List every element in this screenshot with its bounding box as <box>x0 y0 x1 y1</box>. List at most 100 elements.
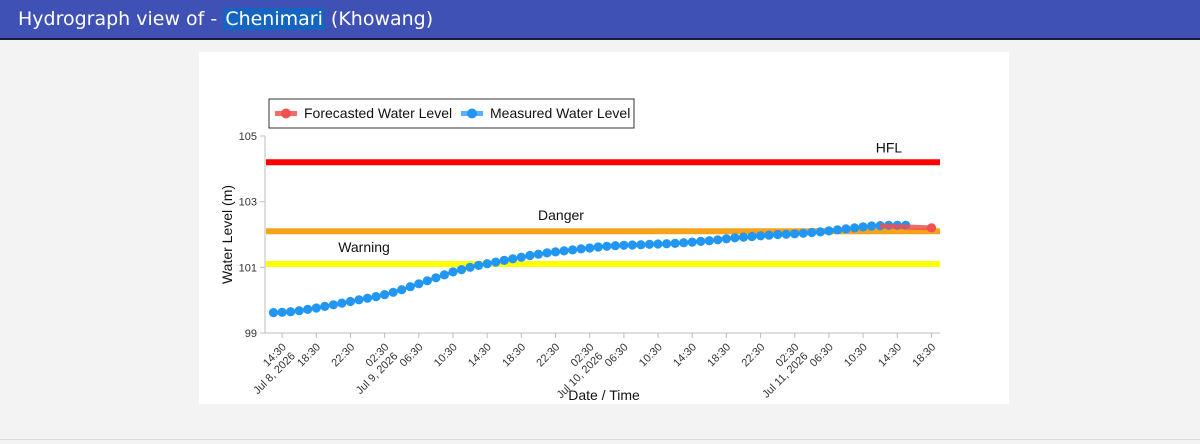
measured-point <box>516 252 526 262</box>
x-tick-label: 14:30 <box>671 341 699 369</box>
x-tick-label: 10:30 <box>432 341 460 369</box>
legend-measured-marker <box>467 108 477 119</box>
x-tick-label: 18:30 <box>295 341 323 369</box>
y-tick-label: 101 <box>239 262 257 274</box>
x-tick-label: 18:30 <box>705 341 733 369</box>
measured-point <box>542 248 552 258</box>
measured-point <box>380 290 390 300</box>
measured-point <box>576 244 586 254</box>
x-tick-label: 10:30 <box>637 341 665 369</box>
measured-point <box>482 259 492 269</box>
measured-point <box>704 236 714 246</box>
measured-point <box>422 276 432 286</box>
legend: Forecasted Water Level Measured Water Lev… <box>268 98 635 129</box>
measured-point <box>644 239 655 249</box>
measured-point <box>525 250 535 261</box>
measured-point <box>670 238 680 248</box>
measured-point <box>320 301 330 311</box>
measured-point <box>627 240 637 250</box>
x-tick-time: 22:30 <box>329 341 357 369</box>
measured-point <box>730 233 740 243</box>
measured-point <box>388 287 398 297</box>
x-tick-time: 18:30 <box>910 341 938 369</box>
measured-point <box>832 225 843 235</box>
measured-point <box>533 249 543 259</box>
measured-point <box>696 236 706 246</box>
measured-point <box>756 231 766 241</box>
x-tick-label: 22:30 <box>329 341 357 369</box>
x-tick-time: 14:30 <box>671 341 699 369</box>
measured-point <box>439 270 449 280</box>
measured-point <box>405 282 415 292</box>
page-header: Hydrograph view of - Chenimari (Khowang) <box>0 0 1200 40</box>
measured-point <box>858 222 868 232</box>
measured-point <box>491 257 501 267</box>
measured-point <box>781 229 791 239</box>
measured-point <box>841 224 851 234</box>
measured-point <box>593 242 603 252</box>
x-tick-label: 22:30 <box>739 341 767 369</box>
x-tick-time: 06:30 <box>603 341 631 369</box>
measured-point <box>619 240 629 250</box>
measured-point <box>773 229 783 240</box>
forecast-point <box>926 223 937 233</box>
forecast-series-line <box>880 223 932 231</box>
measured-point <box>867 221 877 231</box>
x-tick-time: 22:30 <box>534 341 562 369</box>
x-tick-label: 06:30 <box>398 341 426 369</box>
x-tick-label: 18:30 <box>910 341 938 369</box>
measured-point <box>815 227 826 237</box>
x-axis-label: Date / Time <box>568 387 640 403</box>
measured-point <box>636 240 646 250</box>
measured-point <box>747 231 757 242</box>
legend-forecast-marker <box>281 108 291 119</box>
measured-point <box>807 227 817 238</box>
measured-point <box>448 267 458 277</box>
x-tick-label: 06:30 <box>603 341 631 369</box>
measured-point <box>303 304 313 314</box>
chart-panel: 99 101 103 105 Water Level (m) 14:30Jul 8, 20… <box>199 52 1009 404</box>
measured-point <box>371 292 381 302</box>
page-title: Hydrograph view of - Chenimari (Khowang) <box>18 8 433 30</box>
x-tick-time: 18:30 <box>295 341 323 369</box>
measured-point <box>337 298 347 308</box>
hydrograph-chart: 99 101 103 105 Water Level (m) 14:30Jul 8, 20… <box>219 98 940 403</box>
x-tick-time: 10:30 <box>842 341 870 369</box>
measured-point <box>397 285 407 295</box>
measured-point <box>790 229 800 239</box>
x-tick-time: 10:30 <box>637 341 665 369</box>
x-tick-label: 14:30 <box>466 341 494 369</box>
x-tick-time: 18:30 <box>500 341 528 369</box>
x-tick-label: 14:30Jul 8, 2026 <box>242 341 297 396</box>
measured-point <box>738 232 749 242</box>
measured-point <box>474 260 484 270</box>
x-tick-time: 06:30 <box>808 341 836 369</box>
measured-point <box>850 223 860 233</box>
measured-point <box>414 279 424 289</box>
measured-point <box>764 230 774 240</box>
x-tick-label: 14:30 <box>876 341 904 369</box>
legend-box <box>268 98 635 129</box>
x-tick-label: 18:30 <box>500 341 528 369</box>
title-suffix: (Khowang) <box>324 8 434 30</box>
y-tick-label: 99 <box>245 328 257 340</box>
y-tick-label: 105 <box>239 131 257 143</box>
measured-point <box>286 307 296 317</box>
measured-point <box>431 273 441 283</box>
measured-point <box>465 262 475 272</box>
x-tick-time: 06:30 <box>398 341 426 369</box>
measured-point <box>354 295 364 305</box>
legend-forecast-label: Forecasted Water Level <box>304 105 452 121</box>
measured-point <box>328 300 338 310</box>
measured-point <box>721 234 732 244</box>
measured-point <box>311 303 321 313</box>
measured-point <box>277 307 287 317</box>
x-tick-time: 10:30 <box>432 341 460 369</box>
y-axis-label: Water Level (m) <box>219 185 235 284</box>
x-tick-label: 22:30 <box>534 341 562 369</box>
threshold-label-warning: Warning <box>338 239 390 255</box>
measured-point <box>294 306 304 316</box>
title-prefix: Hydrograph view of - <box>18 8 224 30</box>
measured-point <box>824 226 834 236</box>
measured-point <box>679 238 689 248</box>
